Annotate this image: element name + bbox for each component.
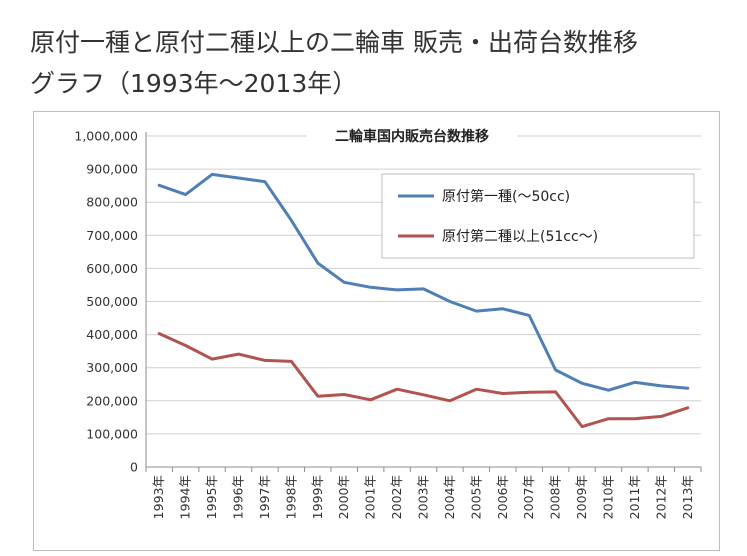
y-tick-label: 700,000: [86, 228, 138, 243]
y-tick-label: 1,000,000: [74, 129, 138, 144]
x-tick-label: 1996年: [231, 475, 246, 519]
y-tick-label: 0: [130, 460, 138, 475]
page-title-line-1: 原付一種と原付二種以上の二輪車 販売・出荷台数推移: [30, 28, 638, 57]
series-line-2: [157, 332, 690, 429]
x-tick-label: 2012年: [653, 475, 668, 519]
y-tick-label: 500,000: [86, 294, 138, 309]
y-tick-label: 100,000: [86, 426, 138, 441]
y-tick-label: 800,000: [86, 195, 138, 210]
chart-title-background: [307, 126, 517, 148]
y-tick-label: 200,000: [86, 393, 138, 408]
page-title: 原付一種と原付二種以上の二輪車 販売・出荷台数推移 グラフ（1993年〜2013…: [30, 22, 730, 104]
series-lines: [157, 172, 690, 429]
legend-box: [381, 173, 695, 259]
line-chart: 0 100,000 200,000 300,000 400,000 500,000 600,…: [74, 126, 702, 519]
y-tick-label: 600,000: [86, 261, 138, 276]
x-tick-label: 2013年: [680, 475, 695, 519]
y-tick-label: 300,000: [86, 360, 138, 375]
x-tick-label: 2002年: [389, 475, 404, 519]
x-tick-label: 2007年: [521, 475, 536, 519]
x-tick-label: 2006年: [495, 475, 510, 519]
series-line-1: [157, 172, 690, 392]
x-tick-label: 1993年: [151, 475, 166, 519]
x-axis-tick-labels: 1993年 1994年 1995年 1996年 1997年 1998年 1999年 2000年…: [151, 475, 695, 519]
y-tick-label: 400,000: [86, 327, 138, 342]
x-tick-label: 1999年: [310, 475, 325, 519]
x-tick-label: 2001年: [363, 475, 378, 519]
x-tick-label: 1998年: [283, 475, 298, 519]
x-tick-label: 2009年: [574, 475, 589, 519]
x-tick-label: 2005年: [468, 475, 483, 519]
x-tick-label: 2004年: [442, 475, 457, 519]
page-title-line-2: グラフ（1993年〜2013年）: [30, 69, 358, 98]
axes: [145, 132, 702, 472]
gridlines: [146, 126, 701, 435]
x-tick-label: 1995年: [204, 475, 219, 519]
y-axis-tick-labels: 0 100,000 200,000 300,000 400,000 500,000 600,…: [74, 129, 138, 475]
x-tick-label: 2010年: [601, 475, 616, 519]
chart-title: 二輪車国内販売台数推移: [335, 128, 489, 145]
y-tick-label: 900,000: [86, 162, 138, 177]
chart-frame: 0 100,000 200,000 300,000 400,000 500,000 600,…: [33, 111, 720, 551]
x-tick-label: 1994年: [178, 475, 193, 519]
legend: 原付第一種(〜50cc) 原付第二種以上(51cc〜): [381, 173, 695, 259]
x-tick-label: 2003年: [416, 475, 431, 519]
x-tick-label: 1997年: [257, 475, 272, 519]
x-tick-label: 2008年: [548, 475, 563, 519]
x-tick-label: 2011年: [627, 475, 642, 519]
legend-label: 原付第二種以上(51cc〜): [442, 228, 598, 245]
legend-label: 原付第一種(〜50cc): [442, 188, 570, 205]
x-tick-label: 2000年: [336, 475, 351, 519]
